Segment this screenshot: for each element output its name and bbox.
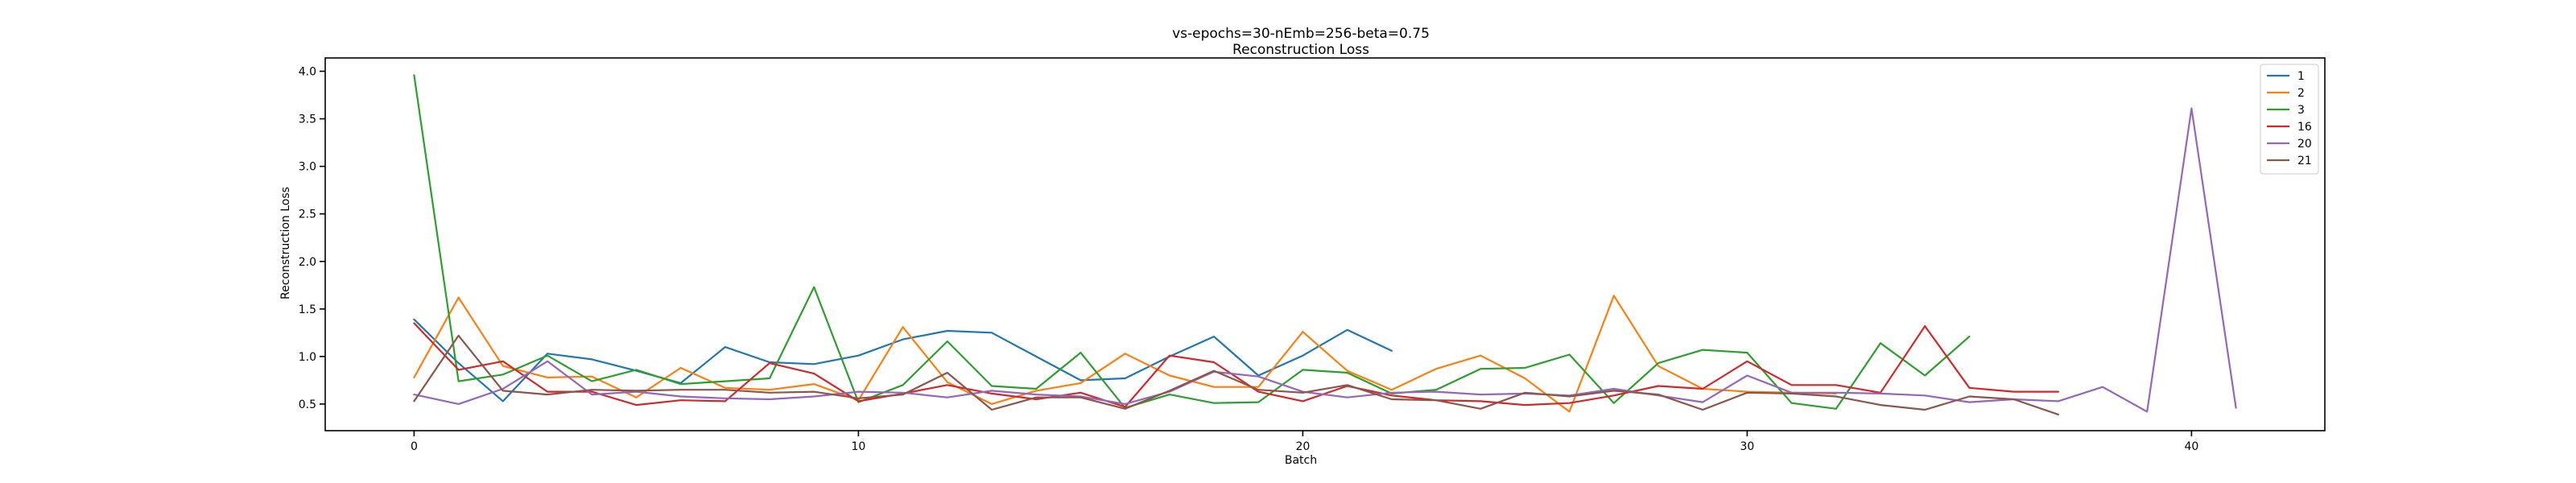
- legend-label-16: 16: [2297, 121, 2312, 134]
- legend-label-3: 3: [2297, 104, 2305, 117]
- series-line-3: [413, 74, 1971, 410]
- y-tick-label: 0.5: [299, 398, 316, 411]
- y-axis-label: Reconstruction Loss: [279, 187, 292, 299]
- y-tick-label: 3.0: [299, 161, 316, 174]
- x-tick-label: 0: [411, 440, 418, 453]
- series-line-21: [413, 334, 2059, 416]
- chart-title: vs-epochs=30-nEmb=256-beta=0.75: [1172, 26, 1430, 42]
- y-tick-label: 2.0: [299, 256, 316, 269]
- x-tick-label: 40: [2184, 440, 2198, 453]
- legend-label-20: 20: [2297, 138, 2312, 151]
- series-layer: [413, 74, 2237, 416]
- y-tick-label: 1.0: [299, 351, 316, 364]
- series-line-20: [413, 107, 2237, 413]
- series-line-2: [413, 295, 1837, 413]
- y-tick-label: 4.0: [299, 66, 316, 79]
- series-line-16: [413, 322, 2059, 408]
- series-line-1: [413, 318, 1393, 402]
- y-tick-label: 3.5: [299, 114, 316, 126]
- chart-subtitle: Reconstruction Loss: [1232, 42, 1369, 58]
- legend-label-21: 21: [2297, 155, 2312, 167]
- x-tick-label: 30: [1740, 440, 1754, 453]
- y-tick-label: 1.5: [299, 303, 316, 316]
- x-tick-label: 20: [1295, 440, 1310, 453]
- x-tick-label: 10: [851, 440, 865, 453]
- legend: 1 2 3 16 20 21: [2260, 64, 2319, 175]
- plot-frame: [324, 57, 2326, 431]
- legend-label-2: 2: [2297, 87, 2305, 100]
- x-axis-label: Batch: [1285, 454, 1317, 467]
- y-tick-label: 2.5: [299, 208, 316, 221]
- axis-layer: 0 10 20 30 40 0.5 1.0 1.5 2.0 2.5 3.0 3.5 4.0: [299, 57, 2326, 453]
- legend-label-1: 1: [2297, 70, 2305, 83]
